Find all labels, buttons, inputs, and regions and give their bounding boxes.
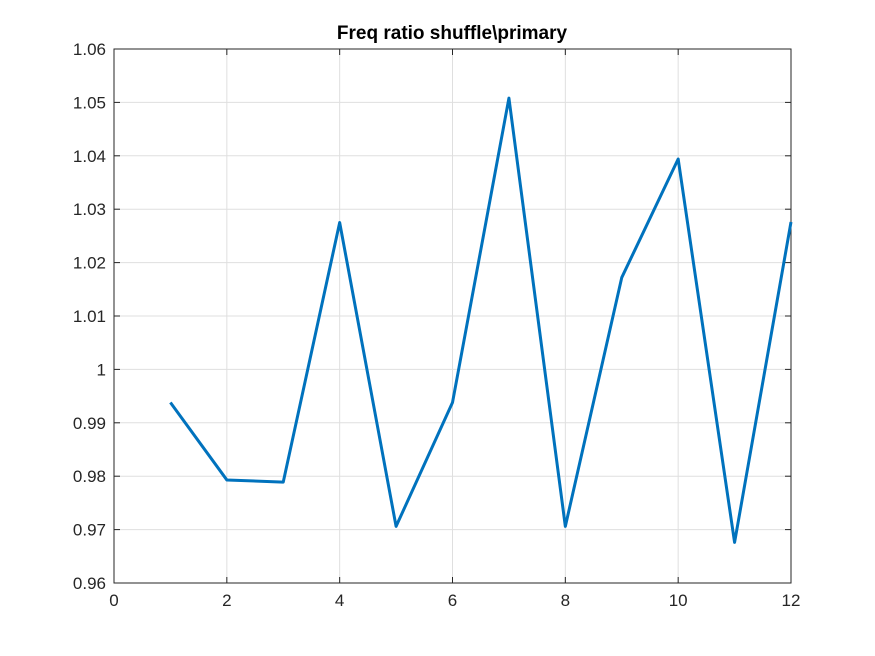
x-tick-label: 2 [222, 591, 231, 610]
y-tick-label: 0.98 [73, 467, 106, 486]
y-tick-label: 0.96 [73, 574, 106, 593]
x-tick-label: 6 [448, 591, 457, 610]
y-tick-label: 1 [97, 360, 106, 379]
y-tick-label: 0.97 [73, 521, 106, 540]
x-tick-label: 10 [669, 591, 688, 610]
y-tick-label: 0.99 [73, 414, 106, 433]
x-tick-label: 0 [109, 591, 118, 610]
y-tick-label: 1.06 [73, 40, 106, 59]
y-tick-label: 1.01 [73, 307, 106, 326]
ticks: 0 2 4 6 8 10 12 0.96 0.97 0.98 0.99 1 1.01 1.02 1.03 1.… [73, 40, 801, 610]
chart-title: Freq ratio shuffle\primary [337, 23, 568, 44]
series-layer [169, 96, 793, 544]
grid [114, 49, 791, 583]
y-tick-label: 1.05 [73, 93, 106, 112]
series-line [169, 96, 793, 544]
y-tick-label: 1.03 [73, 200, 106, 219]
x-tick-label: 8 [561, 591, 570, 610]
x-tick-label: 4 [335, 591, 344, 610]
y-tick-label: 1.02 [73, 254, 106, 273]
x-tick-label: 12 [782, 591, 801, 610]
y-tick-label: 1.04 [73, 147, 106, 166]
